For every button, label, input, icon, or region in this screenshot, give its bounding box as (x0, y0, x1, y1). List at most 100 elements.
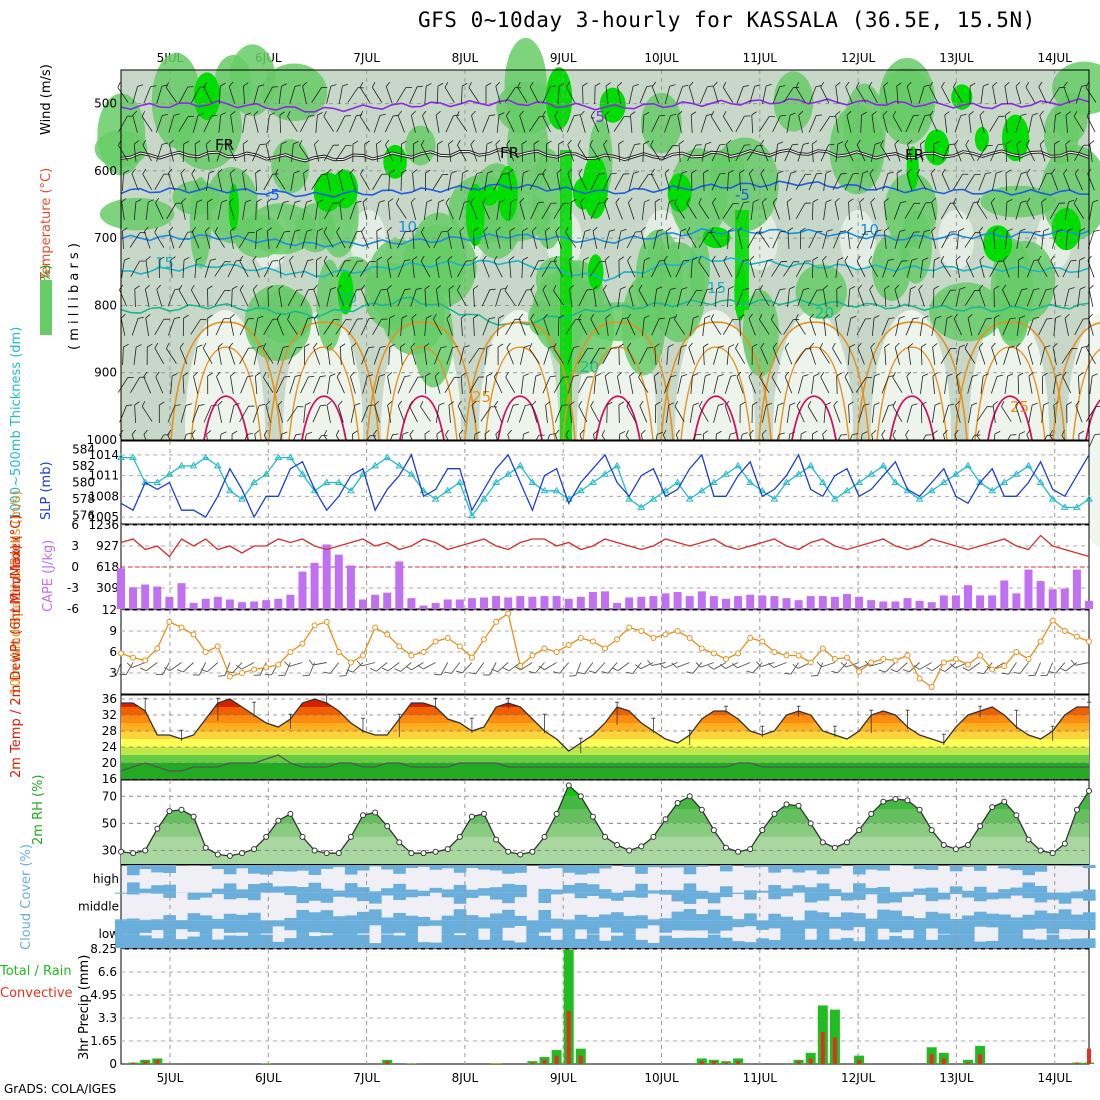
cloud-cell (998, 920, 1011, 935)
cloud-cell (1022, 938, 1036, 948)
wind10m-point (420, 649, 427, 655)
cloud-cell (151, 885, 164, 893)
wind-barb (386, 226, 392, 249)
barb-flag (265, 139, 271, 145)
barb-flag (265, 400, 271, 406)
rh-saturated-region (383, 144, 407, 179)
cloud-cell (865, 892, 878, 895)
cloud-cell (320, 935, 334, 948)
wind-barb (205, 140, 211, 162)
cloud-cell (405, 920, 418, 935)
rh2m-point (505, 848, 512, 855)
rh2m-point (904, 797, 911, 804)
cloud-cell (490, 920, 503, 935)
wind-barb (239, 284, 249, 307)
barb-flag (154, 226, 158, 233)
barb-shaft (253, 115, 259, 133)
barb-flag (228, 342, 234, 348)
rh2m-point (577, 793, 584, 800)
cloud-cell (719, 892, 733, 898)
barb-flag (147, 343, 153, 348)
cloud-cell (187, 892, 201, 900)
cloud-cell (671, 890, 685, 893)
cloud-cell (320, 920, 334, 934)
barb-shaft (203, 115, 212, 133)
wind10m-point (940, 659, 947, 666)
wind-barb (289, 229, 301, 249)
cloud-cell (381, 892, 394, 896)
cloud-axis-label: Cloud Cover (%) (19, 844, 34, 950)
cape-bar (794, 600, 803, 609)
cloud-cell (211, 939, 225, 948)
barb-shaft (557, 317, 560, 337)
barb-shaft (339, 202, 343, 220)
wind10m-point (1025, 656, 1032, 662)
barb-flag (197, 113, 204, 116)
isotherm-25 (954, 321, 1066, 441)
barb-flag (155, 371, 160, 377)
barb-flag (150, 85, 157, 88)
cloud-cell (925, 887, 939, 893)
barb-flag (349, 168, 355, 174)
day-label-top: 9JUL (550, 51, 577, 65)
cape-bar (286, 594, 295, 609)
barb-flag (397, 110, 402, 116)
barb-flag (248, 405, 255, 407)
barb-flag (242, 169, 248, 174)
wind10m-point (831, 656, 838, 662)
barb-flag (306, 431, 312, 435)
wind-barb (192, 113, 204, 133)
wind-barb (371, 82, 383, 103)
cape-bar (673, 592, 682, 609)
cloud-cell (901, 938, 915, 948)
barb-shaft (238, 232, 250, 248)
isotherm-25 (778, 346, 850, 441)
cloud-cell (235, 914, 249, 921)
rh-moist-region (742, 289, 779, 377)
wind-barb (121, 198, 127, 220)
barb-shaft (145, 260, 149, 278)
barb-flag (259, 404, 265, 406)
barb-flag (387, 226, 392, 232)
wind-barb (359, 260, 376, 277)
cloud-cell (695, 914, 709, 921)
cloud-cell (465, 892, 479, 898)
barb-flag (330, 84, 337, 87)
wind-barb (204, 258, 217, 278)
barb-shaft (190, 86, 201, 104)
barb-flag (317, 112, 323, 116)
wind-barb (338, 168, 344, 191)
rh2m-point (965, 842, 971, 849)
wind-barb (158, 256, 165, 279)
barb-shaft (289, 260, 296, 278)
precip-convective-bar (1074, 1062, 1079, 1064)
cloud-cell (393, 912, 406, 921)
barb-flag (319, 375, 326, 378)
wind10m-point (1061, 628, 1068, 634)
cloud-cell (369, 943, 382, 948)
rh-moist-region (261, 63, 328, 122)
wind10m-point (759, 638, 766, 645)
barb-flag (359, 111, 364, 117)
barb-flag (196, 257, 202, 261)
cloud-cell (308, 920, 322, 933)
barb-shaft (229, 202, 235, 220)
cloud-cell (695, 890, 709, 893)
barb-shaft (132, 86, 138, 104)
barb-flag (267, 285, 274, 290)
temperature-tick: 20 (102, 756, 117, 770)
barb-shaft (252, 289, 260, 307)
wind-barb (158, 401, 165, 424)
cloud-cell (865, 918, 878, 921)
wind-barb (373, 345, 386, 365)
lifted-index-tick: 3 (71, 539, 79, 553)
wind10m-point (130, 654, 137, 661)
cloud-cell (853, 892, 866, 900)
cloud-cell (635, 915, 648, 921)
wind-barb (302, 199, 313, 220)
rh-saturated-region (497, 165, 518, 222)
cloud-cell (889, 865, 902, 866)
lifted-index-tick: 6 (71, 518, 79, 532)
wind-barb (141, 111, 153, 132)
